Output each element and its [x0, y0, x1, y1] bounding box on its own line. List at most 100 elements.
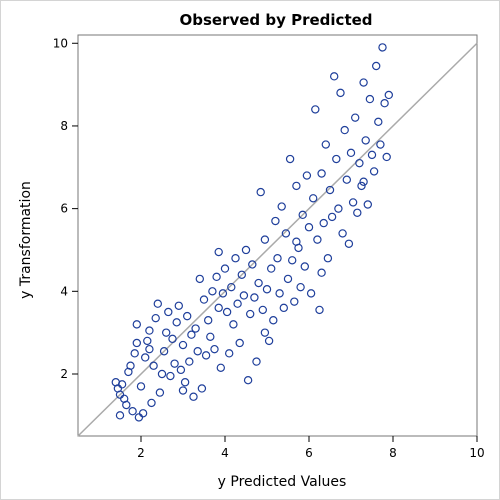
data-point: [365, 94, 375, 104]
data-point: [283, 274, 293, 284]
data-point: [178, 386, 188, 395]
data-point: [321, 140, 330, 149]
data-point: [355, 158, 364, 168]
data-point: [384, 90, 393, 100]
plot-area: [77, 34, 478, 437]
data-point: [231, 254, 240, 263]
data-point: [300, 262, 309, 271]
data-point: [134, 413, 144, 422]
data-point: [149, 361, 158, 370]
data-point: [138, 409, 148, 418]
data-point: [243, 375, 253, 385]
data-point: [334, 204, 343, 213]
data-point: [147, 398, 156, 408]
data-point: [218, 289, 228, 298]
data-point: [327, 212, 337, 222]
data-point: [248, 260, 257, 269]
data-point: [250, 293, 259, 302]
data-point: [296, 282, 305, 292]
data-point: [235, 338, 244, 348]
data-point: [372, 61, 381, 71]
x-tick-label: 4: [221, 446, 229, 460]
data-point: [143, 336, 152, 346]
data-point: [208, 287, 217, 296]
data-point: [229, 320, 238, 329]
data-point: [359, 177, 368, 186]
data-point: [168, 334, 177, 344]
data-point: [325, 185, 335, 195]
data-point: [262, 285, 272, 294]
data-point: [155, 388, 165, 397]
x-axis-ticks: 2 4 6 8 10: [137, 436, 485, 460]
data-point: [338, 229, 347, 238]
data-point: [195, 274, 204, 284]
data-point: [275, 289, 284, 298]
data-point: [256, 187, 265, 197]
x-axis-label: y Predicted Values: [218, 474, 347, 490]
data-point: [382, 152, 391, 162]
data-point: [363, 200, 372, 209]
data-point: [315, 305, 324, 315]
x-tick-label: 6: [305, 446, 313, 460]
data-point: [264, 336, 274, 346]
data-point: [237, 270, 246, 279]
data-point: [199, 295, 209, 304]
data-point: [239, 291, 249, 300]
data-point: [151, 313, 160, 323]
data-point: [357, 181, 366, 191]
data-point: [241, 245, 251, 255]
data-point: [187, 330, 196, 339]
data-point: [201, 351, 211, 360]
data-point: [220, 264, 230, 273]
data-point: [323, 254, 333, 263]
data-point: [233, 299, 242, 308]
data-point: [380, 99, 389, 108]
data-point: [258, 305, 267, 315]
y-tick-label: 2: [60, 367, 68, 381]
data-point: [122, 400, 131, 410]
data-point: [157, 369, 167, 379]
data-point: [210, 344, 219, 354]
data-point: [285, 154, 295, 164]
data-point: [174, 301, 183, 310]
data-point: [288, 256, 297, 265]
data-point: [281, 229, 291, 238]
data-point: [374, 117, 383, 127]
data-point: [311, 105, 320, 114]
data-point: [376, 140, 385, 149]
data-point: [336, 88, 345, 98]
data-point: [182, 311, 192, 321]
data-point: [161, 328, 171, 337]
data-point: [252, 357, 261, 366]
data-point: [212, 272, 221, 282]
data-point: [290, 297, 299, 306]
data-point: [279, 303, 288, 313]
data-point: [367, 150, 377, 160]
data-point: [309, 194, 318, 203]
data-point: [227, 282, 236, 292]
data-point: [304, 223, 314, 232]
data-point: [348, 198, 358, 207]
data-point: [197, 384, 207, 393]
data-point: [317, 169, 326, 178]
data-point: [361, 136, 370, 145]
data-point: [178, 340, 188, 350]
data-point: [115, 411, 125, 420]
chart-title: Observed by Predicted: [179, 11, 372, 29]
data-point: [254, 278, 263, 288]
x-tick-label: 8: [389, 446, 397, 460]
data-point: [260, 328, 270, 337]
data-point: [170, 359, 179, 368]
data-point: [359, 78, 368, 87]
x-tick-label: 2: [137, 446, 145, 460]
data-point: [153, 299, 162, 308]
data-point: [216, 363, 225, 372]
data-point: [267, 264, 276, 273]
data-point: [191, 324, 200, 333]
data-point: [298, 210, 307, 220]
data-point: [206, 332, 215, 341]
data-point: [159, 347, 169, 356]
data-point: [203, 316, 213, 325]
data-point: [166, 371, 175, 381]
data-point: [145, 326, 154, 335]
